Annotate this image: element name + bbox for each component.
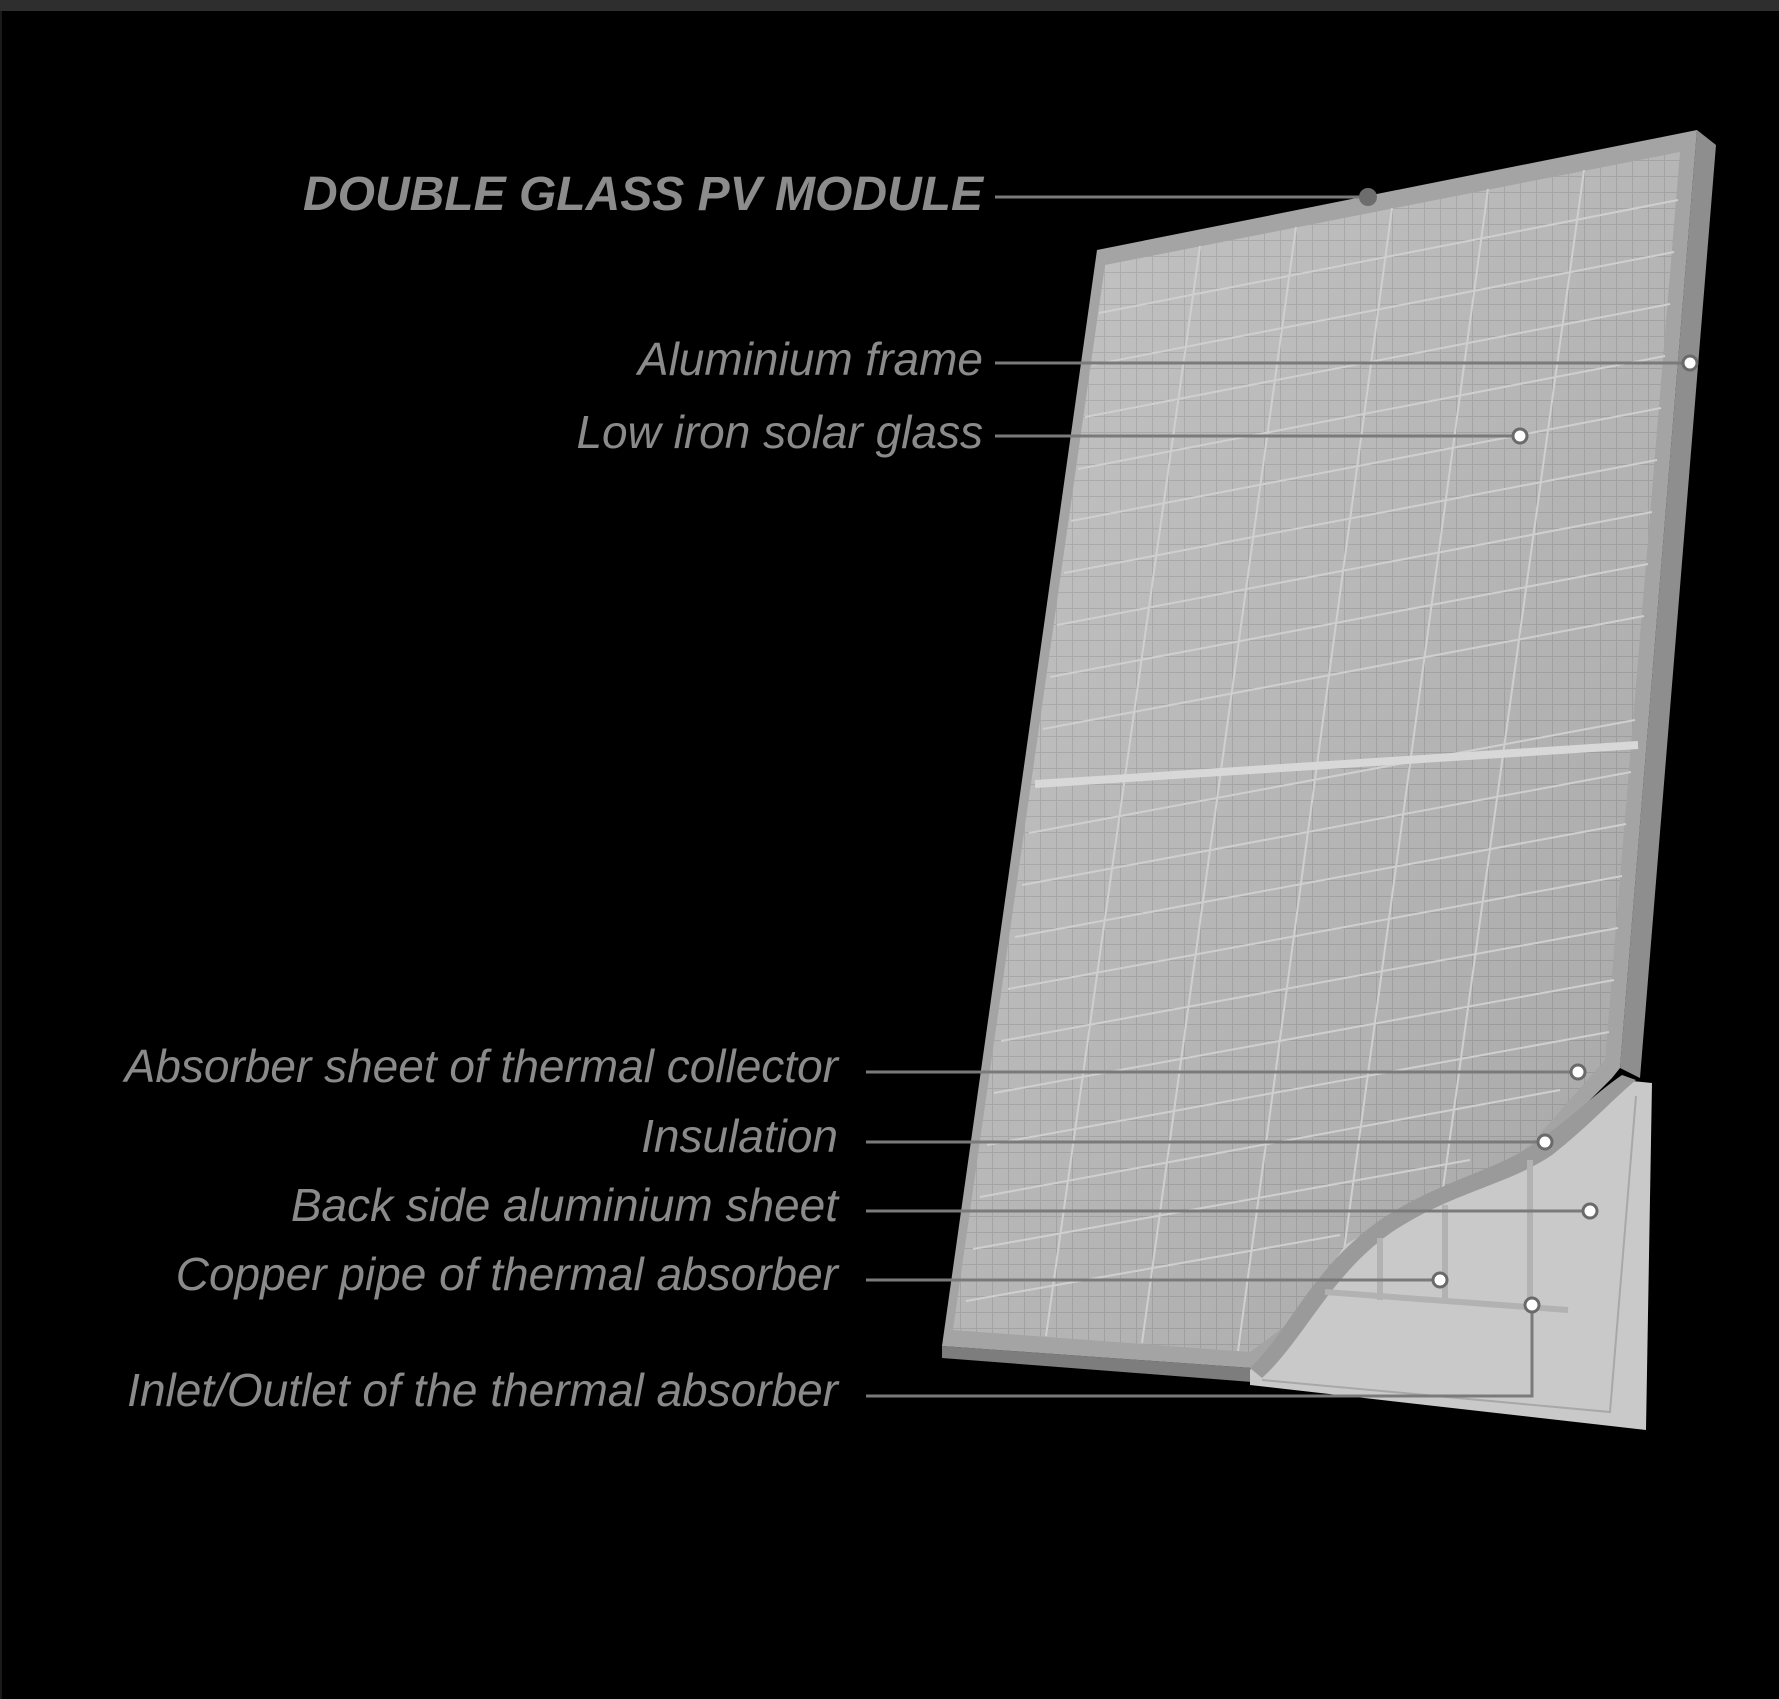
window-top-bar [0,0,1779,11]
pointer-dot [1536,1133,1554,1151]
pointer-dot [1581,1202,1599,1220]
center-bus-bar [1034,741,1639,788]
cell-grid [965,169,1679,1352]
pointer-dot [1523,1296,1541,1314]
label-inlet-outlet: Inlet/Outlet of the thermal absorber [127,1364,840,1416]
title-callout: DOUBLE GLASS PV MODULE [303,168,1377,221]
pointer-dot [1511,427,1529,445]
label-copper-pipe: Copper pipe of thermal absorber [176,1248,840,1300]
callout-inlet-outlet: Inlet/Outlet of the thermal absorber [127,1296,1541,1416]
absorber-outline [1261,1095,1637,1414]
callout-copper-pipe: Copper pipe of thermal absorber [176,1248,1449,1300]
label-back-sheet: Back side aluminium sheet [291,1179,840,1231]
label-absorber-sheet: Absorber sheet of thermal collector [122,1040,840,1092]
diagram-title: DOUBLE GLASS PV MODULE [303,168,985,221]
window-left-edge [0,11,2,1699]
callout-absorber-sheet: Absorber sheet of thermal collector [122,1040,1587,1092]
pointer-dot [1431,1271,1449,1289]
callout-aluminium-frame: Aluminium frame [635,333,1699,385]
pv-module-illustration [942,130,1716,1430]
label-aluminium-frame: Aluminium frame [635,333,983,385]
label-low-iron-glass: Low iron solar glass [576,406,983,458]
insulation-band [1250,1075,1636,1378]
label-insulation: Insulation [641,1110,838,1162]
title-pointer-dot [1359,188,1377,206]
pointer-dot [1681,354,1699,372]
callout-back-sheet: Back side aluminium sheet [291,1179,1599,1231]
callout-low-iron-glass: Low iron solar glass [576,406,1529,458]
pointer-dot [1569,1063,1587,1081]
bottom-frame [942,1346,1252,1382]
back-aluminium-sheet [1250,1080,1652,1430]
callout-insulation: Insulation [641,1110,1554,1162]
